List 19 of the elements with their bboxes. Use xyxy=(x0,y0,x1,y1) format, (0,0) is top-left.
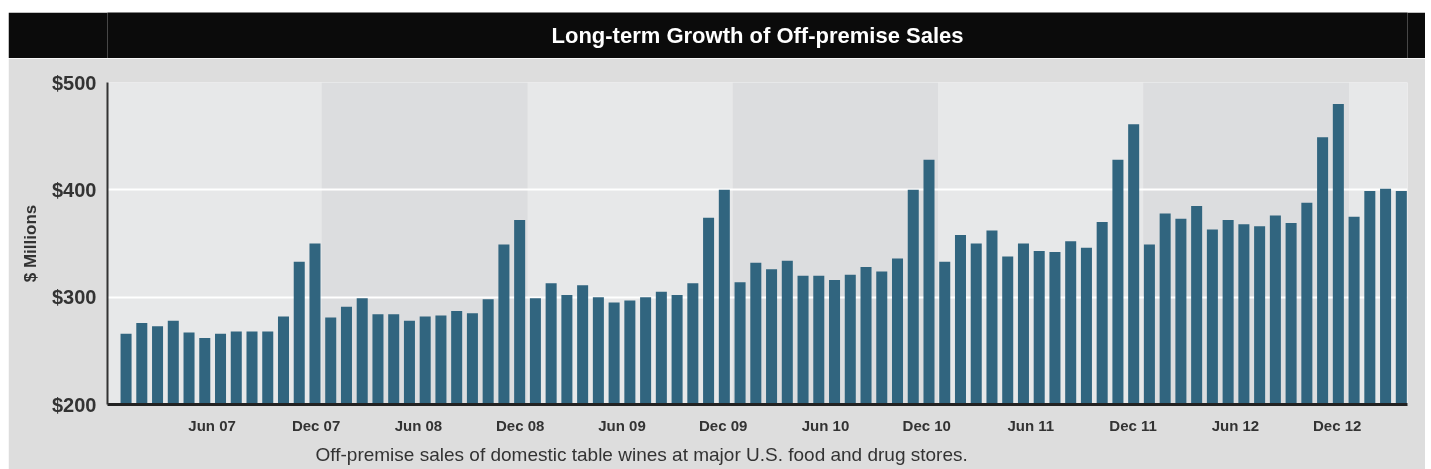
x-tick-label: Jun 07 xyxy=(188,416,236,434)
chart-title: Long-term Growth of Off-premise Sales xyxy=(551,23,964,48)
y-axis-title: $ Millions xyxy=(21,204,41,283)
x-tick-label: Dec 07 xyxy=(291,416,341,434)
x-tick-label: Dec 10 xyxy=(902,416,951,434)
x-tick-label: Jun 10 xyxy=(801,416,850,434)
x-tick-label: Dec 12 xyxy=(1313,416,1362,434)
y-tick-label: $400 xyxy=(52,178,97,201)
x-tick-label: Dec 08 xyxy=(496,416,545,434)
x-tick-label: Jun 11 xyxy=(1007,416,1055,434)
x-tick-label: Jun 08 xyxy=(394,416,443,434)
y-tick-label: $500 xyxy=(52,71,97,94)
x-tick-label: Dec 11 xyxy=(1109,416,1157,434)
y-tick-label: $200 xyxy=(52,393,97,416)
text: Off-premise sales of domestic table wines at major U.S. food and drug stores. xyxy=(315,443,968,465)
x-tick-label: Dec 09 xyxy=(699,416,748,434)
y-tick-label: $300 xyxy=(52,286,97,309)
x-tick-label: Jun 09 xyxy=(598,416,646,434)
x-tick-label: Jun 12 xyxy=(1211,416,1260,434)
